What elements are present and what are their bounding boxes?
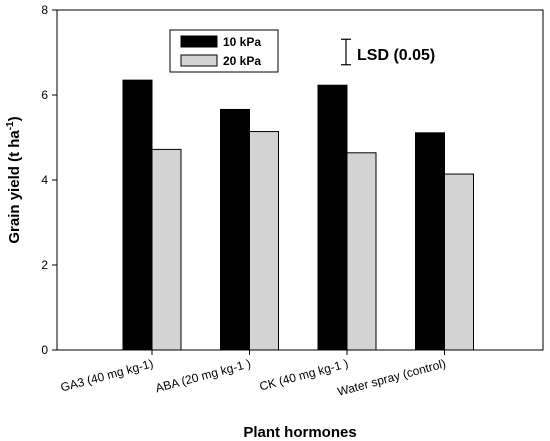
bar-10kpa [415,132,445,351]
bar-10kpa [220,108,250,351]
legend-label-10kpa: 10 kPa [223,35,261,49]
legend-label-20kpa: 20 kPa [223,54,261,68]
y-tick-label: 6 [41,88,48,102]
y-tick-label: 4 [41,173,48,187]
y-axis: 0 2 4 6 8 [41,3,57,357]
legend-swatch-10kpa [180,35,218,48]
y-tick-label: 0 [41,343,48,357]
x-axis: GA3 (40 mg kg-1) ABA (20 mg kg-1 ) CK (40 … [59,350,447,399]
y-axis-title: Grain yield (t ha-1) [5,116,23,243]
y-tick-label: 8 [41,3,48,17]
lsd-label: LSD (0.05) [357,47,435,64]
y-axis-title-close: ) [6,116,23,121]
bar-20kpa [151,148,182,351]
bar-10kpa [317,84,348,351]
x-tick-label: ABA (20 mg kg-1 ) [154,356,252,395]
lsd-error-bar: LSD (0.05) [341,38,435,66]
legend-swatch-20kpa [180,54,218,67]
bar-20kpa [444,173,474,351]
x-axis-title: Plant hormones [243,424,356,441]
bar-20kpa [249,131,279,351]
x-tick-label: GA3 (40 mg kg-1) [59,356,155,394]
x-tick-label: Water spray (control) [336,356,447,398]
bar-10kpa [122,79,153,351]
y-axis-title-superscript: -1 [5,121,16,130]
legend: 10 kPa 20 kPa [169,29,279,73]
y-axis-title-main: Grain yield (t ha [6,130,23,244]
bar-marks [122,79,474,351]
y-tick-label: 2 [41,258,48,272]
bar-20kpa [346,152,377,351]
